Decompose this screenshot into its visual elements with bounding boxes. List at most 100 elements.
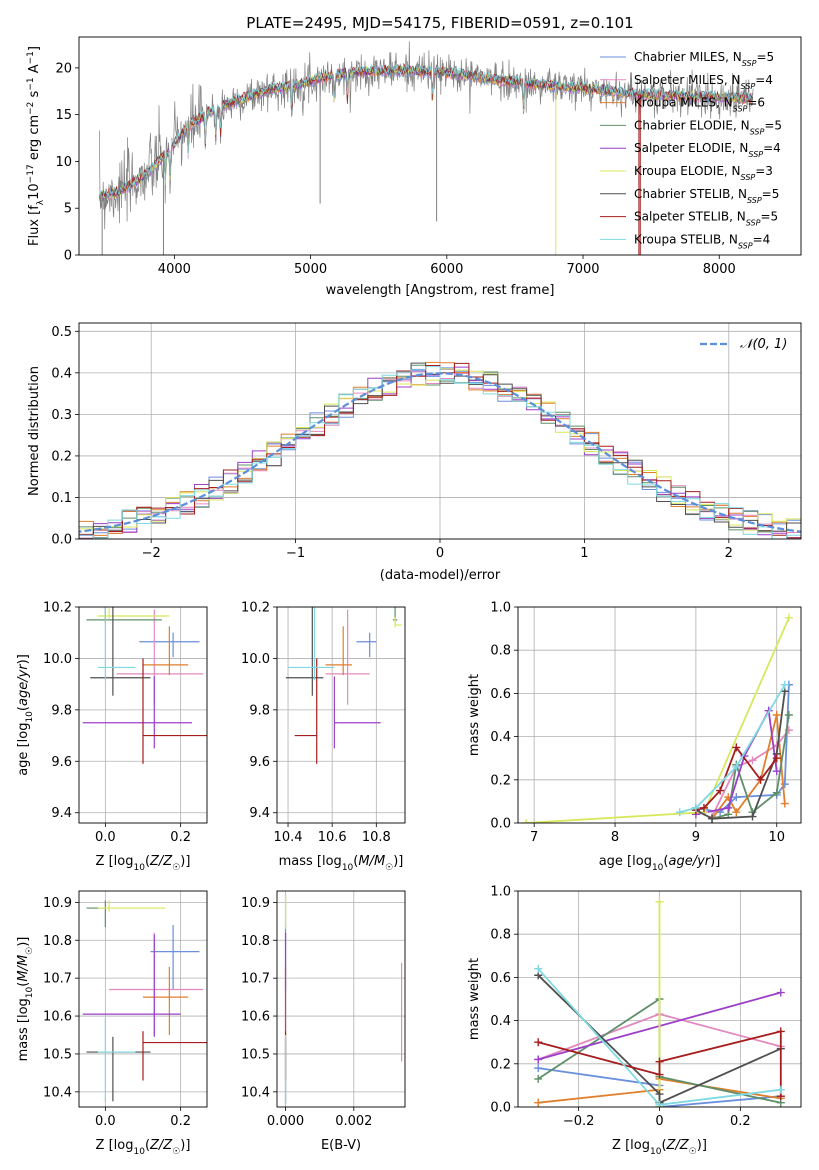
- weight-marker: [772, 767, 781, 776]
- plot-area: [99, 41, 754, 255]
- x-axis-label: Z [log10(Z/Z☉)]: [612, 1138, 707, 1157]
- weight-line: [711, 714, 790, 820]
- x-axis-label-part: M/M: [358, 854, 385, 869]
- axes-frame: [517, 890, 802, 1108]
- legend-entry: Chabrier STELIB, NSSP=5: [634, 187, 779, 205]
- x-tick-label: 9: [692, 830, 700, 845]
- weight-marker: [748, 812, 757, 821]
- y-axis-label-part: age [log: [16, 723, 31, 776]
- legend-entry: Salpeter STELIB, NSSP=5: [634, 210, 778, 228]
- y-tick-label: 0.2: [490, 1057, 511, 1072]
- weight-marker: [534, 964, 543, 973]
- legend-entry: Kroupa ELODIE, NSSP=3: [634, 164, 773, 182]
- x-axis-label-part: 10: [650, 1147, 662, 1157]
- y-tick-label: 0.0: [490, 1101, 511, 1116]
- x-axis-label-part: age/yr: [668, 854, 711, 869]
- y-axis-label-part: mass weight: [467, 958, 482, 1040]
- y-axis-label: Flux [fλ10−17 erg cm−2 s−1 A−1]: [26, 46, 46, 246]
- weight-marker: [675, 808, 684, 817]
- y-axis-label-part: s: [27, 90, 42, 101]
- weight-line: [695, 684, 790, 814]
- y-tick-label: 10.9: [43, 896, 72, 911]
- y-tick-label: 10.6: [43, 1010, 72, 1025]
- y-axis-label-part: Flux [f: [27, 205, 42, 246]
- y-tick-label: 0.2: [490, 773, 511, 788]
- legend-entry-value: =4: [763, 141, 781, 155]
- legend-entry-subscript: SSP: [741, 81, 756, 90]
- y-tick-label: 0.4: [51, 366, 72, 381]
- weight-marker: [772, 711, 781, 719]
- y-tick-label: 10.5: [241, 1047, 270, 1062]
- mass-vs-metallicity-plot: 0.0 0.210.410.510.610.710.810.9Z [log10(Z…: [16, 890, 208, 1157]
- x-tick-label: 0.2: [170, 1114, 191, 1129]
- legend-entry-label: Kroupa STELIB, N: [634, 232, 738, 246]
- y-tick-label: 5: [64, 202, 72, 217]
- x-axis-label-part: Z/Z: [666, 1138, 690, 1153]
- x-tick-label: 1: [580, 546, 588, 561]
- y-axis-label-part: Normed distribution: [27, 366, 42, 496]
- x-tick-label: 0.2: [730, 1114, 751, 1129]
- x-tick-label: 0.2: [170, 830, 191, 845]
- y-tick-label: 0: [64, 249, 72, 264]
- x-axis-label-part: 10: [342, 863, 354, 873]
- y-tick-label: 9.6: [249, 755, 270, 770]
- y-axis-label: mass [log10(M/M☉)]: [16, 937, 35, 1062]
- legend-entry-value: =4: [755, 73, 773, 87]
- weight-marker: [655, 1090, 664, 1099]
- plot-area: [518, 607, 801, 823]
- mass-vs-ebv-plot: 0.000 0.002 10.4 10.5 10.6 10.7 10.8 10.9 E(B-V): [241, 890, 406, 1153]
- weight-marker: [655, 1070, 664, 1079]
- legend-entry-subscript: SSP: [733, 104, 748, 113]
- x-axis-label-part: Z/Z: [149, 1138, 173, 1153]
- y-axis-label-part: (: [16, 982, 31, 987]
- weight-marker: [534, 1055, 543, 1064]
- x-axis-label-part: ☉: [689, 1147, 697, 1157]
- legend-entry: Kroupa MILES, NSSP=6: [634, 96, 765, 114]
- y-axis-label-part: λ: [36, 199, 46, 205]
- y-tick-label: 10.9: [241, 896, 270, 911]
- legend-entry-subscript: SSP: [738, 241, 753, 250]
- legend-entry-label: Chabrier STELIB, N: [634, 187, 747, 201]
- y-tick-label: 1.0: [490, 885, 511, 900]
- plot-area: [79, 891, 207, 1107]
- legend-entry-value: =5: [762, 187, 780, 201]
- x-axis-label: wavelength [Angstrom, rest frame]: [326, 283, 555, 298]
- spectrum-plot: 4000 5000 6000 7000 8000 0 5 10 15 20 Chabrier MIL…: [26, 36, 802, 298]
- x-axis-label-part: (: [145, 1138, 150, 1153]
- y-axis-label-part: )]: [16, 654, 31, 664]
- weight-marker: [655, 1057, 664, 1066]
- x-axis-label-part: (: [661, 1138, 666, 1153]
- weight-marker: [655, 1100, 664, 1107]
- legend-entry-label: Salpeter ELODIE, N: [634, 141, 748, 155]
- y-tick-label: 0.8: [490, 928, 511, 943]
- y-axis-label: age [log10(age/yr)]: [16, 654, 35, 776]
- axes-frame: [78, 606, 208, 824]
- legend-entry-label: Kroupa MILES, N: [634, 96, 733, 110]
- weight-marker: [534, 1064, 543, 1073]
- x-tick-label: 10: [768, 830, 785, 845]
- legend-entry-subscript: SSP: [747, 195, 762, 204]
- age-vs-metallicity-plot: 0.0 0.29.49.69.810.010.2Z [log10(Z/Z☉)]ag…: [16, 601, 208, 873]
- x-tick-label: 0.000: [267, 1114, 304, 1129]
- x-axis-label: (data-model)/error: [380, 568, 501, 583]
- legend-entry-value: =3: [755, 164, 773, 178]
- x-tick-label: 4000: [158, 262, 191, 277]
- x-axis-label-part: wavelength [Angstrom, rest frame]: [326, 283, 555, 298]
- y-tick-label: 10.0: [241, 652, 270, 667]
- legend-entry-value: =6: [747, 96, 765, 110]
- axes-frame: [276, 606, 406, 824]
- x-tick-label: −0.2: [563, 1114, 595, 1129]
- x-tick-label: 7000: [566, 262, 599, 277]
- y-tick-label: 1.0: [490, 601, 511, 616]
- x-axis-label-part: (: [353, 854, 358, 869]
- y-axis-label-part: mass weight: [467, 674, 482, 756]
- y-tick-label: 9.8: [51, 703, 72, 718]
- legend-entry-subscript: SSP: [746, 218, 761, 227]
- y-tick-label: 10.5: [43, 1047, 72, 1062]
- x-axis-label-part: (data-model)/error: [380, 568, 501, 583]
- mass-weight-vs-metallicity-plot: −0.2 0 0.2 0.0 0.2 0.4 0.6 0.8 1.0 Z [log10(Z/Z☉)…: [467, 885, 802, 1157]
- x-tick-label: 10.6: [318, 830, 347, 845]
- y-axis-label-part: A: [27, 64, 42, 77]
